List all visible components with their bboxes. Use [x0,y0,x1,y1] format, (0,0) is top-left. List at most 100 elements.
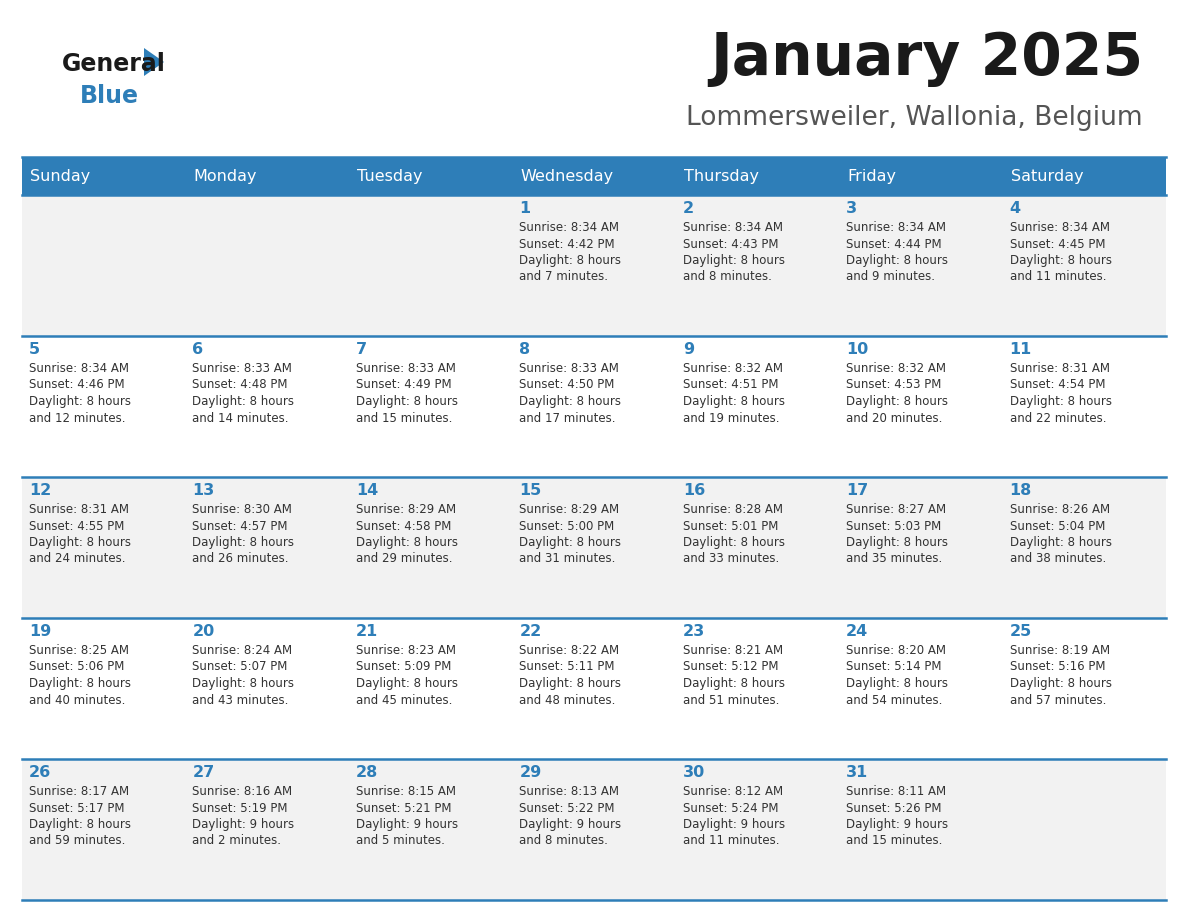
Text: Daylight: 8 hours: Daylight: 8 hours [683,677,785,690]
Bar [185,477,349,618]
Text: and 40 minutes.: and 40 minutes. [29,693,126,707]
Bar [676,195,839,336]
Text: and 15 minutes.: and 15 minutes. [356,411,453,424]
Text: Daylight: 8 hours: Daylight: 8 hours [519,677,621,690]
Text: Daylight: 8 hours: Daylight: 8 hours [356,677,457,690]
Text: Sunrise: 8:33 AM: Sunrise: 8:33 AM [192,362,292,375]
Text: Sunrise: 8:13 AM: Sunrise: 8:13 AM [519,785,619,798]
Text: 5: 5 [29,342,40,357]
Text: 21: 21 [356,624,378,639]
Text: Sunrise: 8:34 AM: Sunrise: 8:34 AM [29,362,129,375]
Text: 13: 13 [192,483,215,498]
Text: Daylight: 8 hours: Daylight: 8 hours [519,536,621,549]
Text: Sunset: 5:07 PM: Sunset: 5:07 PM [192,660,287,674]
Text: Sunset: 4:46 PM: Sunset: 4:46 PM [29,378,125,391]
Text: 15: 15 [519,483,542,498]
Text: and 57 minutes.: and 57 minutes. [1010,693,1106,707]
Bar [512,336,676,477]
Text: Sunrise: 8:33 AM: Sunrise: 8:33 AM [356,362,456,375]
Text: Daylight: 8 hours: Daylight: 8 hours [519,395,621,408]
Text: and 59 minutes.: and 59 minutes. [29,834,126,847]
Text: 20: 20 [192,624,215,639]
Text: and 17 minutes.: and 17 minutes. [519,411,615,424]
Text: Daylight: 8 hours: Daylight: 8 hours [1010,536,1112,549]
Bar [839,336,1003,477]
Text: Daylight: 8 hours: Daylight: 8 hours [1010,254,1112,267]
Text: 24: 24 [846,624,868,639]
Bar [839,157,1003,195]
Text: and 8 minutes.: and 8 minutes. [519,834,608,847]
Text: Sunset: 4:43 PM: Sunset: 4:43 PM [683,238,778,251]
Bar [1003,477,1165,618]
Text: 2: 2 [683,201,694,216]
Bar [23,759,185,900]
Text: Sunset: 5:21 PM: Sunset: 5:21 PM [356,801,451,814]
Text: and 15 minutes.: and 15 minutes. [846,834,942,847]
Text: Sunrise: 8:30 AM: Sunrise: 8:30 AM [192,503,292,516]
Text: Sunset: 5:03 PM: Sunset: 5:03 PM [846,520,941,532]
Bar [1003,195,1165,336]
Text: 31: 31 [846,765,868,780]
Text: Sunrise: 8:26 AM: Sunrise: 8:26 AM [1010,503,1110,516]
Bar [512,477,676,618]
Text: Sunset: 4:57 PM: Sunset: 4:57 PM [192,520,287,532]
Text: and 20 minutes.: and 20 minutes. [846,411,942,424]
Bar [839,477,1003,618]
Text: Sunset: 4:45 PM: Sunset: 4:45 PM [1010,238,1105,251]
Text: 19: 19 [29,624,51,639]
Text: Sunrise: 8:22 AM: Sunrise: 8:22 AM [519,644,619,657]
Text: Sunset: 4:50 PM: Sunset: 4:50 PM [519,378,614,391]
Bar [23,157,185,195]
Bar [185,195,349,336]
Text: and 11 minutes.: and 11 minutes. [1010,271,1106,284]
Text: and 31 minutes.: and 31 minutes. [519,553,615,565]
Text: 29: 29 [519,765,542,780]
Text: Daylight: 8 hours: Daylight: 8 hours [846,395,948,408]
Text: and 45 minutes.: and 45 minutes. [356,693,453,707]
Polygon shape [144,48,164,76]
Text: and 2 minutes.: and 2 minutes. [192,834,282,847]
Bar [676,157,839,195]
Text: Daylight: 9 hours: Daylight: 9 hours [683,818,785,831]
Text: Sunday: Sunday [30,169,90,184]
Text: and 9 minutes.: and 9 minutes. [846,271,935,284]
Text: Sunrise: 8:21 AM: Sunrise: 8:21 AM [683,644,783,657]
Text: Sunset: 4:54 PM: Sunset: 4:54 PM [1010,378,1105,391]
Text: Sunrise: 8:24 AM: Sunrise: 8:24 AM [192,644,292,657]
Text: Sunrise: 8:19 AM: Sunrise: 8:19 AM [1010,644,1110,657]
Bar [23,618,185,759]
Text: Sunset: 5:14 PM: Sunset: 5:14 PM [846,660,942,674]
Text: 25: 25 [1010,624,1032,639]
Text: Daylight: 8 hours: Daylight: 8 hours [1010,395,1112,408]
Text: and 26 minutes.: and 26 minutes. [192,553,289,565]
Bar [512,759,676,900]
Text: Daylight: 9 hours: Daylight: 9 hours [519,818,621,831]
Text: Sunrise: 8:29 AM: Sunrise: 8:29 AM [356,503,456,516]
Text: Sunrise: 8:25 AM: Sunrise: 8:25 AM [29,644,129,657]
Text: Daylight: 8 hours: Daylight: 8 hours [683,395,785,408]
Bar [185,759,349,900]
Bar [185,336,349,477]
Text: Daylight: 8 hours: Daylight: 8 hours [683,254,785,267]
Text: and 12 minutes.: and 12 minutes. [29,411,126,424]
Text: and 54 minutes.: and 54 minutes. [846,693,942,707]
Text: Daylight: 9 hours: Daylight: 9 hours [192,818,295,831]
Text: and 19 minutes.: and 19 minutes. [683,411,779,424]
Text: Daylight: 8 hours: Daylight: 8 hours [846,677,948,690]
Text: Sunset: 5:22 PM: Sunset: 5:22 PM [519,801,614,814]
Text: Sunset: 4:42 PM: Sunset: 4:42 PM [519,238,615,251]
Bar [512,618,676,759]
Text: 4: 4 [1010,201,1020,216]
Text: Sunrise: 8:33 AM: Sunrise: 8:33 AM [519,362,619,375]
Text: 11: 11 [1010,342,1032,357]
Text: Sunrise: 8:15 AM: Sunrise: 8:15 AM [356,785,456,798]
Bar [676,618,839,759]
Bar [23,477,185,618]
Text: and 51 minutes.: and 51 minutes. [683,693,779,707]
Text: January 2025: January 2025 [710,30,1143,87]
Text: Sunset: 5:11 PM: Sunset: 5:11 PM [519,660,614,674]
Text: Sunset: 5:00 PM: Sunset: 5:00 PM [519,520,614,532]
Text: Daylight: 8 hours: Daylight: 8 hours [29,677,131,690]
Bar [185,618,349,759]
Text: Sunset: 5:24 PM: Sunset: 5:24 PM [683,801,778,814]
